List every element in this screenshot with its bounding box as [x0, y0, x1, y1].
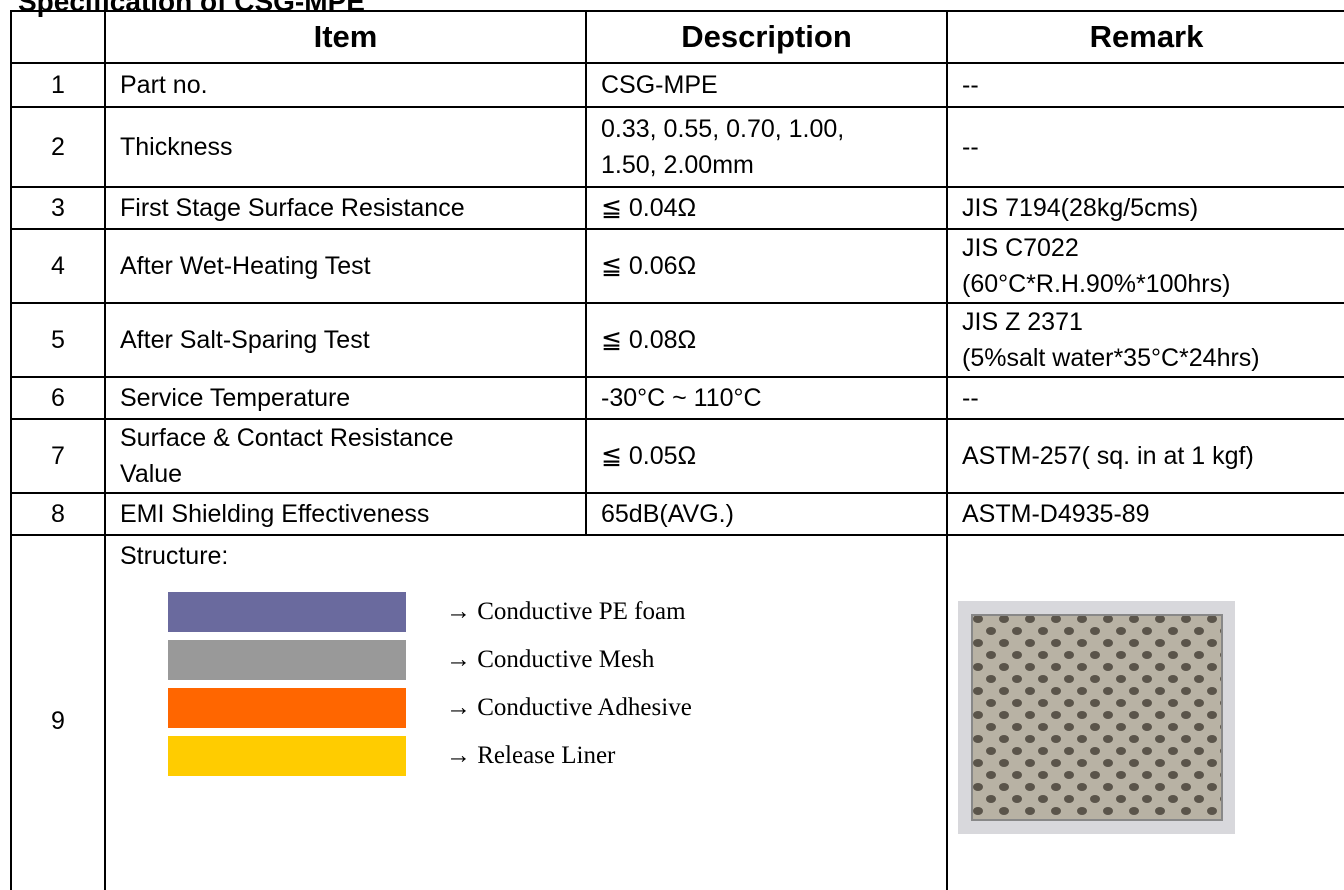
table-cell: 65dB(AVG.) — [586, 493, 947, 535]
header-cell: Item — [105, 11, 586, 63]
table-cell: EMI Shielding Effectiveness — [105, 493, 586, 535]
layer-swatch — [168, 640, 406, 680]
table-cell: -30°C ~ 110°C — [586, 377, 947, 419]
structure-row: 9 Structure: → Conductive PE foam → Conduct… — [11, 535, 1344, 890]
product-photo — [958, 601, 1248, 841]
layer-swatch — [168, 688, 406, 728]
table-cell: -- — [947, 377, 1344, 419]
table-cell: 4 — [11, 229, 105, 303]
page: Specification of CSG-MPE Item Descriptio… — [0, 0, 1344, 890]
structure-cell: Structure: → Conductive PE foam → Conducti… — [105, 535, 947, 890]
header-cell: Description — [586, 11, 947, 63]
header-cell: Remark — [947, 11, 1344, 63]
table-cell: 1 — [11, 63, 105, 107]
layer-swatch — [168, 592, 406, 632]
table-cell: After Salt-Sparing Test — [105, 303, 586, 377]
layer-label: → Conductive PE foam — [446, 592, 686, 632]
table-cell: After Wet-Heating Test — [105, 229, 586, 303]
table-cell: 0.33, 0.55, 0.70, 1.00, 1.50, 2.00mm — [586, 107, 947, 187]
table-cell: ASTM-257( sq. in at 1 kgf) — [947, 419, 1344, 493]
table-cell: 3 — [11, 187, 105, 229]
table-cell: JIS C7022 (60°C*R.H.90%*100hrs) — [947, 229, 1344, 303]
table-cell: Part no. — [105, 63, 586, 107]
table-cell: ASTM-D4935-89 — [947, 493, 1344, 535]
table-cell: 8 — [11, 493, 105, 535]
table-cell: Service Temperature — [105, 377, 586, 419]
layer-label: → Conductive Mesh — [446, 640, 654, 680]
photo-cell — [947, 535, 1344, 890]
header-row: Item Description Remark — [11, 11, 1344, 63]
table-cell: 2 — [11, 107, 105, 187]
structure-label: Structure: — [120, 536, 228, 576]
table-cell: ≦ 0.04Ω — [586, 187, 947, 229]
layer-label: → Release Liner — [446, 736, 615, 776]
table-cell: JIS Z 2371 (5%salt water*35°C*24hrs) — [947, 303, 1344, 377]
table-cell: ≦ 0.06Ω — [586, 229, 947, 303]
table-cell: JIS 7194(28kg/5cms) — [947, 187, 1344, 229]
row-number: 9 — [11, 535, 105, 890]
table-cell: Surface & Contact Resistance Value — [105, 419, 586, 493]
table-cell: ≦ 0.05Ω — [586, 419, 947, 493]
layer-swatch — [168, 736, 406, 776]
table-cell: ≦ 0.08Ω — [586, 303, 947, 377]
header-cell — [11, 11, 105, 63]
table-cell: CSG-MPE — [586, 63, 947, 107]
table-cell: First Stage Surface Resistance — [105, 187, 586, 229]
table-cell: Thickness — [105, 107, 586, 187]
table-cell: 6 — [11, 377, 105, 419]
layer-label: → Conductive Adhesive — [446, 688, 692, 728]
table-cell: -- — [947, 63, 1344, 107]
table-cell: 5 — [11, 303, 105, 377]
table-cell: 7 — [11, 419, 105, 493]
table-cell: -- — [947, 107, 1344, 187]
